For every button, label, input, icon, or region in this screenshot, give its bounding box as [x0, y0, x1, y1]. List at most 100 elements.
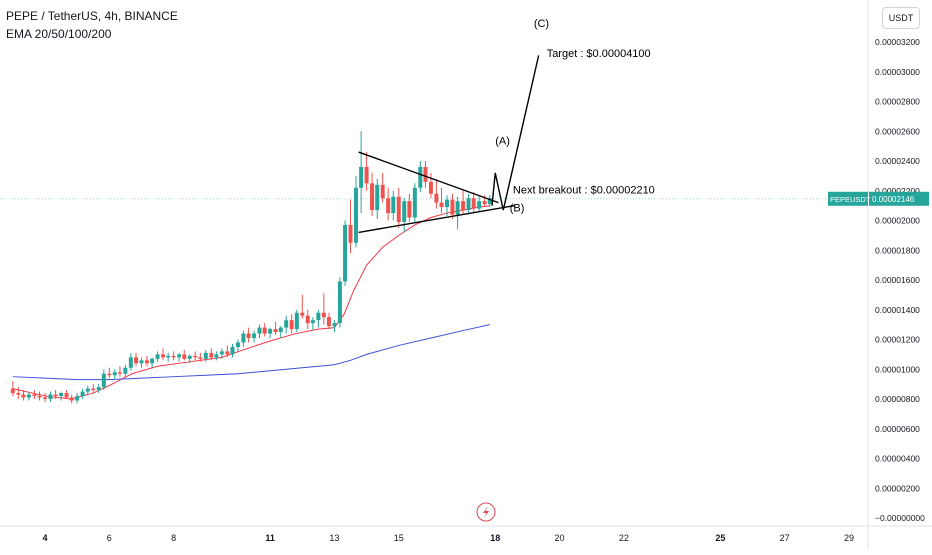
candle-body — [466, 198, 471, 211]
candle-body — [316, 312, 321, 321]
candle-body — [289, 320, 294, 330]
lightning-icon[interactable] — [476, 502, 496, 522]
price-tick-label: 0.00002800 — [875, 97, 920, 107]
candle-body — [171, 355, 176, 358]
candle-body — [396, 196, 401, 222]
candle-body — [75, 396, 80, 401]
annotation-label[interactable]: (B) — [510, 203, 525, 215]
candle-body — [268, 329, 273, 334]
annotation-label[interactable]: Next breakout : $0.00002210 — [513, 185, 655, 197]
candle-body — [69, 397, 74, 401]
candle-body — [117, 372, 122, 374]
annotation-label[interactable]: Target : $0.00004100 — [547, 48, 651, 60]
symbol-tag: PEPEUSDT — [830, 195, 871, 204]
price-tick-label: 0.00003000 — [875, 67, 920, 77]
annotation-label[interactable]: (A) — [495, 136, 510, 148]
ema-fast-line — [12, 205, 490, 400]
candle-body — [461, 201, 466, 211]
currency-button[interactable]: USDT — [882, 7, 920, 29]
triangle-lower-line[interactable] — [358, 204, 515, 234]
candle-body — [21, 394, 26, 398]
candle-body — [412, 187, 417, 218]
candle-body — [273, 329, 278, 333]
candle-body — [155, 354, 160, 359]
candle-body — [85, 388, 90, 392]
candle-body — [26, 394, 31, 398]
candle-body — [101, 373, 106, 388]
candle-body — [477, 201, 482, 209]
candle-body — [300, 312, 305, 316]
candle-body — [332, 323, 337, 327]
candle-body — [370, 183, 375, 211]
price-tick-label: 0.00000400 — [875, 454, 920, 464]
price-tick-label: 0.00002000 — [875, 216, 920, 226]
candle-body — [112, 372, 117, 376]
candle-body — [439, 202, 444, 208]
time-tick-label: 15 — [394, 533, 404, 543]
candle-body — [348, 224, 353, 243]
price-tick-label: 0.00001000 — [875, 364, 920, 374]
candle-body — [359, 166, 364, 188]
candle-body — [294, 312, 299, 330]
candle-body — [230, 346, 235, 355]
candle-body — [139, 360, 144, 364]
candle-body — [262, 327, 267, 334]
candle-body — [321, 312, 326, 318]
candle-body — [402, 201, 407, 222]
time-tick-label: 20 — [555, 533, 565, 543]
time-tick-label: 22 — [619, 533, 629, 543]
lightning-icon-bolt — [483, 506, 489, 518]
candle-body — [144, 360, 149, 364]
candle-body — [123, 367, 128, 374]
candle-body — [326, 317, 331, 327]
time-tick-label: 25 — [715, 533, 725, 543]
time-tick-label: 4 — [42, 533, 47, 543]
candle-body — [375, 184, 380, 211]
symbol-tag-bg — [828, 191, 868, 206]
candle-body — [391, 196, 396, 214]
price-tick-label: −0.00000000 — [875, 513, 925, 523]
candle-body — [241, 333, 246, 343]
candle-body — [177, 354, 182, 358]
candle-body — [107, 373, 112, 376]
candle-body — [32, 394, 37, 397]
price-tick-label: 0.00002200 — [875, 186, 920, 196]
candle-body — [214, 354, 219, 358]
price-tick-label: 0.00000800 — [875, 394, 920, 404]
price-tick-label: 0.00000200 — [875, 483, 920, 493]
candle-body — [91, 388, 96, 391]
price-tick-label: 0.00003200 — [875, 37, 920, 47]
time-tick-label: 6 — [107, 533, 112, 543]
candle-body — [37, 396, 42, 398]
candle-body — [337, 281, 342, 324]
price-tick-label: 0.00000600 — [875, 424, 920, 434]
candle-body — [16, 393, 21, 395]
triangle-upper-line[interactable] — [358, 151, 499, 204]
candle-body — [407, 201, 412, 218]
candle-body — [10, 388, 15, 394]
candle-body — [418, 166, 423, 188]
annotation-label[interactable]: (C) — [534, 18, 549, 30]
indicator-legend[interactable]: EMA 20/50/100/200 — [6, 27, 112, 41]
candle-body — [43, 397, 47, 399]
candle-body — [305, 315, 310, 324]
candle-body — [428, 181, 433, 194]
time-tick-label: 8 — [171, 533, 176, 543]
price-tick-label: 0.00002600 — [875, 126, 920, 136]
candle-body — [471, 198, 476, 209]
candle-body — [161, 354, 166, 358]
candle-body — [203, 352, 208, 359]
elliott-wave-path[interactable] — [491, 55, 540, 211]
candle-body — [193, 355, 198, 358]
candle-body — [310, 320, 315, 324]
time-tick-label: 11 — [265, 533, 275, 543]
candle-body — [166, 355, 171, 358]
candle-body — [209, 352, 214, 358]
last-price-tag-bg[interactable] — [869, 191, 929, 206]
last-price-tag: 0.00002146 — [872, 195, 915, 204]
price-tick-label: 0.00001400 — [875, 305, 920, 315]
candle-body — [455, 201, 460, 215]
candle-body — [235, 342, 240, 347]
